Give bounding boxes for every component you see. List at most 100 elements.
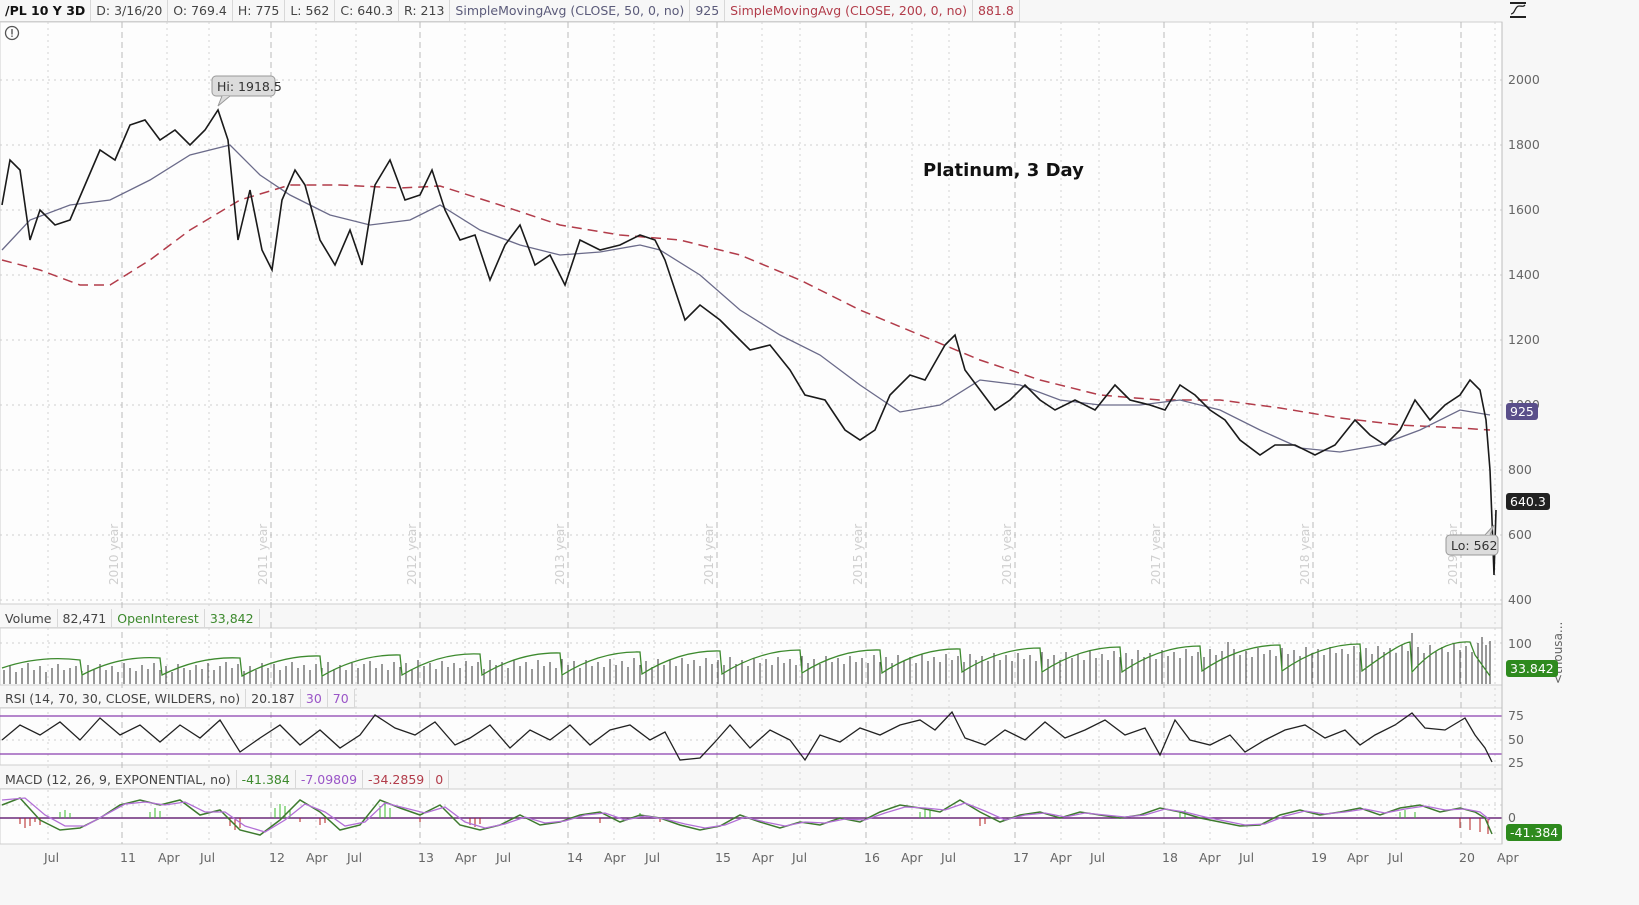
svg-text:Apr: Apr <box>158 850 180 865</box>
sma50-study-label[interactable]: SimpleMovingAvg (CLOSE, 50, 0, no) <box>450 0 691 21</box>
rsi-line <box>1 710 1493 763</box>
macd-avg: -7.09809 <box>295 770 364 789</box>
rsi-panel-header: RSI (14, 70, 30, CLOSE, WILDERS, no) 20.… <box>0 689 355 708</box>
svg-text:1200: 1200 <box>1508 332 1540 347</box>
sma50-line <box>1 144 1491 453</box>
macd-value-tag: -41.384 <box>1506 824 1563 841</box>
svg-text:11: 11 <box>120 850 136 865</box>
price-y-axis: 2000 1800 1600 1400 1200 1000 800 600 40… <box>1508 72 1540 607</box>
svg-text:2014 year: 2014 year <box>702 524 716 585</box>
svg-text:19: 19 <box>1311 850 1327 865</box>
hi-bubble-text: Hi: 1918.5 <box>217 79 282 94</box>
svg-text:Jul: Jul <box>791 850 807 865</box>
x-axis-labels: Jul 11 Apr Jul 12 Apr Jul 13 Apr Jul 14 … <box>43 850 1519 865</box>
svg-text:13: 13 <box>418 850 434 865</box>
svg-text:20: 20 <box>1459 850 1475 865</box>
volume-y-tick: 100 <box>1508 636 1532 651</box>
svg-text:Apr: Apr <box>752 850 774 865</box>
svg-text:Apr: Apr <box>1199 850 1221 865</box>
range-label: R: 213 <box>399 0 451 21</box>
lo-bubble <box>1445 524 1499 556</box>
lo-bubble-text: Lo: 562 <box>1451 538 1497 553</box>
last-price-tag: 640.3 <box>1506 493 1550 510</box>
svg-text:Jul: Jul <box>346 850 362 865</box>
open-interest-value: 33,842 <box>204 609 260 628</box>
sma200-value: 881.8 <box>973 0 1020 21</box>
sma200-study-label[interactable]: SimpleMovingAvg (CLOSE, 200, 0, no) <box>725 0 974 21</box>
macd-study-label[interactable]: MACD (12, 26, 9, EXPONENTIAL, no) <box>0 770 237 789</box>
svg-text:Jul: Jul <box>1387 850 1403 865</box>
svg-text:Jul: Jul <box>1238 850 1254 865</box>
rsi-y-tick-25: 25 <box>1508 755 1524 770</box>
svg-text:Apr: Apr <box>1050 850 1072 865</box>
volume-study-label[interactable]: Volume <box>0 609 58 628</box>
svg-text:Jul: Jul <box>199 850 215 865</box>
rsi-oversold-value: 30 <box>300 689 328 708</box>
svg-text:Apr: Apr <box>1497 850 1519 865</box>
chart-style-icon[interactable] <box>1509 1 1527 19</box>
rsi-value: 20.187 <box>246 689 301 708</box>
svg-text:1400: 1400 <box>1508 267 1540 282</box>
volume-value: 82,471 <box>57 609 113 628</box>
alert-icon[interactable] <box>4 25 20 41</box>
date-label: D: 3/16/20 <box>91 0 169 21</box>
open-label: O: 769.4 <box>168 0 233 21</box>
svg-text:Jul: Jul <box>1089 850 1105 865</box>
chart-header: /PL 10 Y 3D D: 3/16/20 O: 769.4 H: 775 L… <box>0 0 1020 22</box>
rsi-y-tick-75: 75 <box>1508 708 1524 723</box>
svg-text:800: 800 <box>1508 462 1532 477</box>
svg-text:2018 year: 2018 year <box>1298 524 1312 585</box>
svg-text:12: 12 <box>269 850 285 865</box>
svg-text:2017 year: 2017 year <box>1149 524 1163 585</box>
macd-avg-line <box>1 797 1491 833</box>
svg-text:Jul: Jul <box>495 850 511 865</box>
high-label: H: 775 <box>233 0 286 21</box>
svg-text:Apr: Apr <box>1347 850 1369 865</box>
macd-value: -41.384 <box>236 770 296 789</box>
svg-text:15: 15 <box>715 850 731 865</box>
svg-text:Apr: Apr <box>455 850 477 865</box>
sma50-value: 925 <box>690 0 726 21</box>
macd-diff: -34.2859 <box>363 770 431 789</box>
svg-text:600: 600 <box>1508 527 1532 542</box>
open-interest-tag: 33.842 <box>1506 660 1558 677</box>
svg-text:2015 year: 2015 year <box>851 524 865 585</box>
chart-title: Platinum, 3 Day <box>923 160 1084 181</box>
macd-value-line <box>1 797 1493 836</box>
svg-text:Jul: Jul <box>940 850 956 865</box>
svg-text:Jul: Jul <box>43 850 59 865</box>
svg-text:2013 year: 2013 year <box>553 524 567 585</box>
svg-text:1800: 1800 <box>1508 137 1540 152</box>
close-label: C: 640.3 <box>335 0 400 21</box>
svg-text:400: 400 <box>1508 592 1532 607</box>
sma50-value-tag: 925 <box>1506 403 1538 420</box>
svg-text:Apr: Apr <box>306 850 328 865</box>
svg-text:2010 year: 2010 year <box>107 524 121 585</box>
rsi-y-tick-50: 50 <box>1508 732 1524 747</box>
svg-text:18: 18 <box>1162 850 1178 865</box>
macd-y-tick-0: 0 <box>1508 810 1516 825</box>
svg-text:2012 year: 2012 year <box>405 524 419 585</box>
open-interest-label[interactable]: OpenInterest <box>112 609 205 628</box>
symbol-label[interactable]: /PL 10 Y 3D <box>0 0 92 21</box>
svg-text:2016 year: 2016 year <box>1000 524 1014 585</box>
rsi-study-label[interactable]: RSI (14, 70, 30, CLOSE, WILDERS, no) <box>0 689 247 708</box>
svg-text:16: 16 <box>864 850 880 865</box>
svg-text:14: 14 <box>567 850 583 865</box>
price-line <box>1 108 1497 576</box>
open-interest-line <box>1 641 1491 678</box>
volume-panel-header: Volume 82,471 OpenInterest 33,842 <box>0 609 260 628</box>
macd-zero: 0 <box>430 770 450 789</box>
low-label: L: 562 <box>285 0 336 21</box>
svg-text:1600: 1600 <box>1508 202 1540 217</box>
svg-text:Apr: Apr <box>901 850 923 865</box>
hi-bubble <box>211 75 276 107</box>
svg-text:2000: 2000 <box>1508 72 1540 87</box>
rsi-overbought-value: 70 <box>327 689 355 708</box>
sma200-line <box>1 184 1491 431</box>
svg-text:17: 17 <box>1013 850 1029 865</box>
macd-panel-header: MACD (12, 26, 9, EXPONENTIAL, no) -41.38… <box>0 770 450 789</box>
svg-text:2011 year: 2011 year <box>256 524 270 585</box>
svg-text:Apr: Apr <box>604 850 626 865</box>
